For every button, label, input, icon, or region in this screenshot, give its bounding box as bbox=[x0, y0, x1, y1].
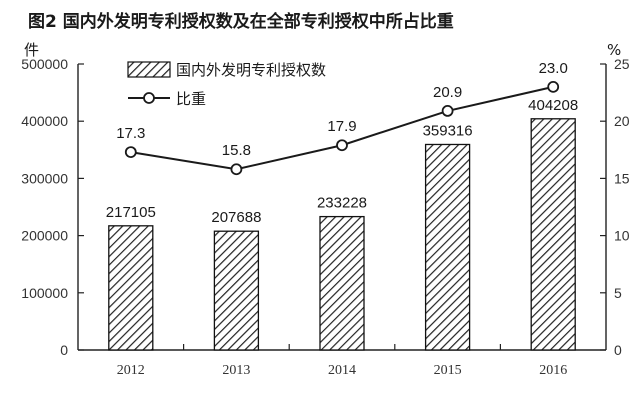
x-tick-label: 2016 bbox=[539, 363, 567, 378]
bar-value-label: 217105 bbox=[106, 204, 156, 221]
line-point bbox=[230, 163, 243, 176]
line-point bbox=[124, 146, 137, 158]
legend-bar-label: 国内外发明专利授权数 bbox=[176, 61, 326, 79]
line-point bbox=[336, 139, 348, 152]
right-tick-label: 20 bbox=[614, 113, 630, 129]
bar bbox=[213, 230, 260, 351]
line-point bbox=[441, 105, 454, 117]
line-value-label: 20.9 bbox=[433, 84, 462, 101]
chart-title: 图2 国内外发明专利授权数及在全部专利授权中所占比重 bbox=[28, 11, 454, 32]
bar bbox=[319, 215, 365, 351]
line-series bbox=[124, 80, 560, 176]
left-tick-label: 500000 bbox=[21, 56, 68, 72]
legend-line-marker bbox=[143, 92, 155, 104]
left-axis-unit: 件 bbox=[24, 41, 39, 59]
legend-bar-swatch bbox=[127, 61, 171, 78]
left-tick-label: 400000 bbox=[21, 113, 68, 129]
right-tick-label: 15 bbox=[614, 170, 630, 186]
line-point bbox=[547, 80, 560, 93]
bar-value-label: 207688 bbox=[211, 209, 261, 226]
legend: 国内外发明专利授权数 比重 bbox=[127, 61, 326, 108]
bar-value-label: 359316 bbox=[423, 122, 473, 139]
bar-value-label: 404208 bbox=[528, 97, 578, 114]
line-value-label: 15.8 bbox=[222, 142, 251, 159]
bar bbox=[530, 118, 576, 351]
line-value-label: 23.0 bbox=[539, 60, 568, 77]
bar-series bbox=[108, 118, 576, 351]
line-value-label: 17.3 bbox=[116, 125, 145, 142]
right-tick-label: 10 bbox=[614, 228, 630, 244]
x-tick-label: 2012 bbox=[117, 363, 145, 378]
right-axis-unit: % bbox=[607, 41, 621, 59]
left-tick-label: 0 bbox=[60, 342, 68, 358]
left-tick-label: 200000 bbox=[21, 228, 68, 244]
line-value-label: 17.9 bbox=[327, 118, 356, 135]
right-tick-label: 0 bbox=[614, 342, 622, 358]
x-tick-label: 2013 bbox=[222, 363, 250, 378]
bar bbox=[108, 225, 154, 351]
data-labels: 217105 207688 233228 359316 404208 17.3 15.8 17… bbox=[106, 60, 578, 226]
left-tick-label: 300000 bbox=[21, 170, 68, 186]
axes: 0 100000 200000 300000 400000 500000 0 5 10 15 20 2… bbox=[21, 56, 630, 378]
bar bbox=[424, 143, 471, 351]
legend-line-label: 比重 bbox=[176, 90, 206, 108]
x-tick-label: 2014 bbox=[328, 363, 356, 378]
bar-value-label: 233228 bbox=[317, 195, 367, 212]
left-tick-label: 100000 bbox=[21, 285, 68, 301]
x-tick-label: 2015 bbox=[434, 363, 462, 378]
right-tick-label: 5 bbox=[614, 285, 622, 301]
right-tick-label: 25 bbox=[614, 56, 630, 72]
